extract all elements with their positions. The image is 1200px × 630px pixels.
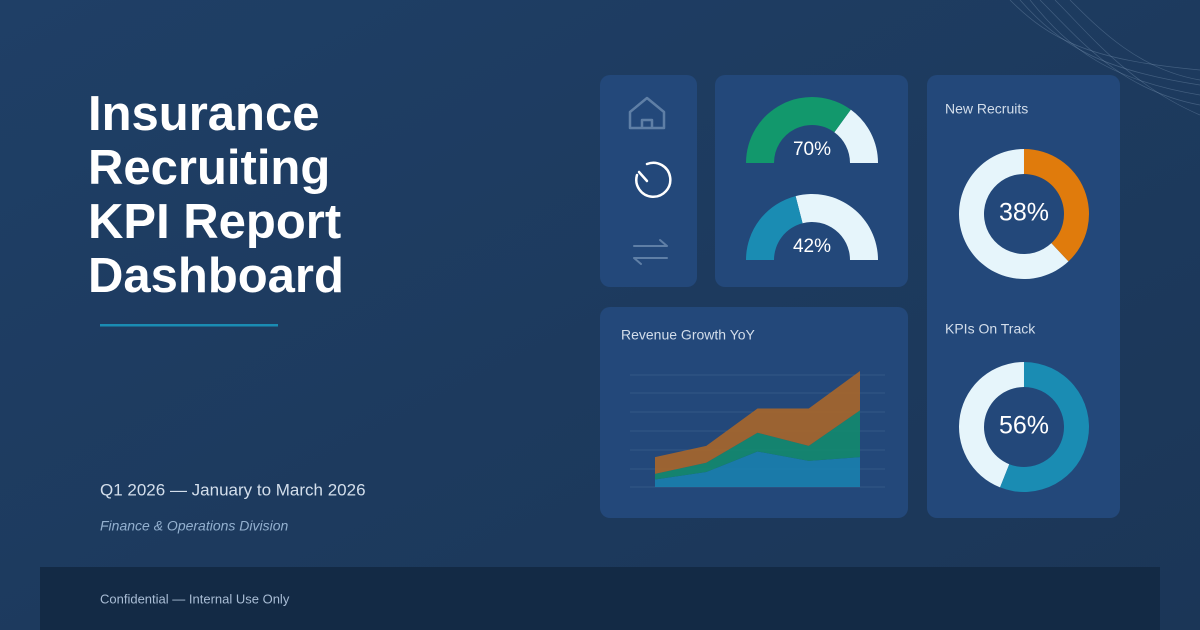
area: [655, 451, 860, 487]
gauge-label: 70%: [793, 139, 831, 160]
donut-panel: [927, 75, 1120, 518]
period: Q1 2026 — January to March 2026: [100, 480, 366, 499]
title-line: KPI Report: [88, 195, 341, 249]
gauge-icon[interactable]: [635, 161, 672, 198]
donut-label: 38%: [999, 199, 1049, 227]
donut-label: 56%: [999, 412, 1049, 440]
chart-title: Revenue Growth YoY: [621, 327, 756, 343]
decor-waves: [1009, 0, 1200, 116]
title-line: Dashboard: [88, 249, 344, 303]
footer-text: Confidential — Internal Use Only: [100, 591, 290, 606]
area: [655, 371, 860, 474]
donut-title: New Recruits: [945, 101, 1028, 117]
home-icon[interactable]: [628, 96, 666, 130]
title-underline: [100, 324, 278, 327]
sidebar: [600, 75, 697, 287]
title-line: Recruiting: [88, 141, 330, 195]
gauge-arc: [746, 196, 803, 260]
donut-arc: [1024, 149, 1090, 262]
gauge-arc: [746, 97, 851, 163]
swap-icon[interactable]: [633, 239, 668, 265]
gauge-track: [834, 109, 878, 163]
gauge-label: 42%: [793, 236, 831, 257]
division: Finance & Operations Division: [100, 518, 289, 534]
donut-track: [959, 149, 1069, 279]
gauge-track: [795, 194, 878, 260]
area: [655, 410, 860, 480]
sidebar-icons: [628, 96, 672, 265]
donut-arc: [1000, 362, 1089, 492]
footer: [40, 567, 1160, 630]
donut-title: KPIs On Track: [945, 321, 1036, 337]
title-line: Insurance: [88, 87, 319, 141]
donut-track: [958, 362, 1024, 488]
marks: 70% 42% New Recruits 38% KPIs On Track 56%: [655, 97, 1090, 492]
